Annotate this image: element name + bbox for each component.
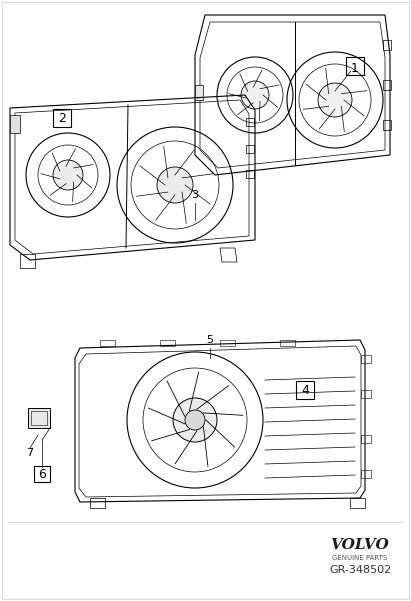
Bar bbox=[361, 435, 371, 443]
Text: 6: 6 bbox=[38, 468, 46, 481]
Bar bbox=[100, 340, 115, 346]
Text: 7: 7 bbox=[26, 448, 34, 458]
Bar bbox=[160, 340, 175, 346]
Text: VOLVO: VOLVO bbox=[330, 538, 389, 552]
Bar bbox=[280, 340, 295, 346]
Circle shape bbox=[241, 81, 269, 109]
Text: GENUINE PARTS: GENUINE PARTS bbox=[332, 555, 388, 561]
Bar bbox=[10, 115, 20, 133]
Circle shape bbox=[318, 83, 352, 117]
Bar bbox=[195, 85, 203, 100]
Circle shape bbox=[173, 398, 217, 442]
Bar bbox=[383, 120, 391, 130]
Bar bbox=[361, 470, 371, 478]
Text: 5: 5 bbox=[206, 335, 213, 345]
Polygon shape bbox=[28, 408, 50, 428]
Text: 2: 2 bbox=[58, 112, 66, 124]
Text: 3: 3 bbox=[192, 190, 199, 200]
Bar bbox=[383, 40, 391, 50]
Circle shape bbox=[53, 160, 83, 190]
Text: 4: 4 bbox=[301, 383, 309, 397]
Circle shape bbox=[185, 410, 205, 430]
Bar bbox=[246, 145, 254, 153]
Text: GR-348502: GR-348502 bbox=[329, 565, 391, 575]
Bar bbox=[246, 170, 254, 178]
Bar bbox=[246, 118, 254, 126]
Circle shape bbox=[157, 167, 193, 203]
Text: 1: 1 bbox=[351, 61, 359, 75]
Bar bbox=[361, 355, 371, 363]
Bar bbox=[220, 340, 235, 346]
Bar bbox=[361, 390, 371, 398]
Bar bbox=[383, 80, 391, 90]
